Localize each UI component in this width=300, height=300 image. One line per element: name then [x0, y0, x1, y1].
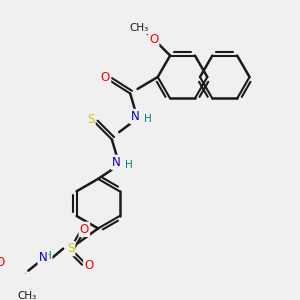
Text: S: S [87, 113, 94, 126]
Text: O: O [149, 32, 158, 46]
Text: N: N [112, 156, 121, 169]
Text: O: O [80, 223, 89, 236]
Text: N: N [39, 251, 47, 264]
Text: H: H [125, 160, 133, 170]
Text: CH₃: CH₃ [18, 291, 37, 300]
Text: O: O [84, 259, 94, 272]
Text: CH₃: CH₃ [129, 23, 148, 33]
Text: O: O [101, 70, 110, 83]
Text: H: H [144, 114, 152, 124]
Text: S: S [67, 242, 74, 255]
Text: H: H [44, 251, 52, 261]
Text: N: N [130, 110, 139, 123]
Text: O: O [0, 256, 4, 269]
